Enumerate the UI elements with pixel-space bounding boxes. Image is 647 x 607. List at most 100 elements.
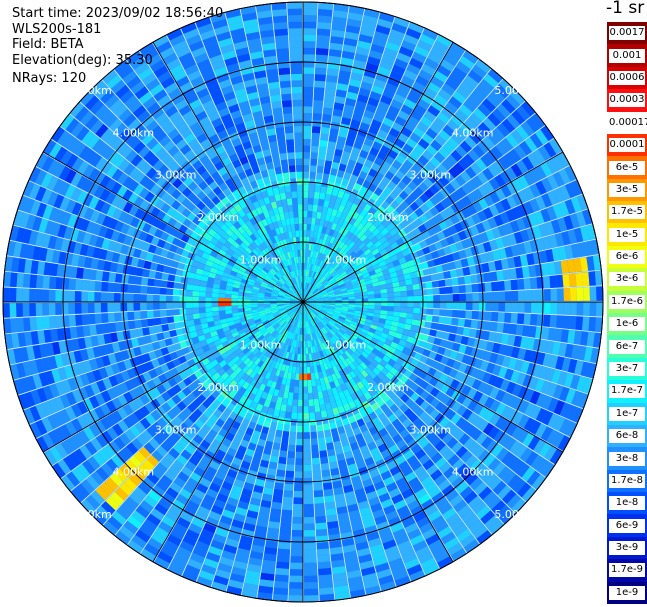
range-gate bbox=[322, 334, 328, 342]
range-gate bbox=[355, 541, 369, 551]
range-gate bbox=[323, 317, 330, 323]
range-gate bbox=[314, 185, 321, 193]
range-gate bbox=[380, 332, 389, 339]
range-gate bbox=[400, 296, 408, 302]
range-gate bbox=[347, 288, 354, 293]
range-gate bbox=[325, 153, 334, 162]
range-gate bbox=[500, 379, 510, 392]
range-gate bbox=[433, 40, 449, 53]
range-gate bbox=[369, 351, 377, 360]
range-gate bbox=[439, 309, 447, 317]
range-gate bbox=[344, 214, 352, 223]
range-gate bbox=[368, 327, 377, 334]
range-gate bbox=[447, 454, 460, 467]
range-gate bbox=[320, 291, 328, 295]
range-gate bbox=[347, 180, 356, 189]
range-gate bbox=[517, 386, 529, 400]
range-gate bbox=[271, 448, 280, 457]
range-gate bbox=[287, 451, 296, 459]
range-gate bbox=[366, 462, 378, 473]
range-gate bbox=[385, 438, 396, 449]
range-gate bbox=[518, 302, 525, 313]
range-gate bbox=[245, 570, 261, 579]
range-gate bbox=[94, 292, 102, 302]
range-gate bbox=[332, 230, 339, 238]
range-gate bbox=[493, 429, 506, 443]
range-gate bbox=[370, 337, 379, 345]
range-gate bbox=[426, 81, 441, 94]
range-gate bbox=[322, 318, 329, 324]
range-gate bbox=[314, 251, 319, 259]
range-gate bbox=[426, 288, 434, 295]
range-gate bbox=[366, 490, 378, 501]
range-gate bbox=[74, 302, 82, 314]
range-gate bbox=[313, 87, 325, 95]
range-gate bbox=[309, 178, 316, 186]
range-gate bbox=[306, 263, 309, 270]
range-gate bbox=[405, 170, 416, 181]
range-gate bbox=[313, 280, 319, 287]
range-gate bbox=[115, 321, 123, 332]
range-gate bbox=[431, 344, 440, 353]
range-gate bbox=[314, 352, 319, 360]
range-gate bbox=[491, 311, 499, 322]
range-gate bbox=[346, 18, 362, 28]
range-gate bbox=[333, 393, 341, 402]
range-gate bbox=[596, 286, 603, 301]
range-gate bbox=[412, 313, 420, 320]
range-gate bbox=[385, 319, 393, 326]
range-gate bbox=[330, 121, 341, 130]
range-gate bbox=[315, 316, 321, 323]
range-gate bbox=[504, 368, 514, 381]
range-gate bbox=[380, 293, 388, 298]
range-gate bbox=[295, 458, 303, 465]
range-gate bbox=[303, 302, 310, 304]
range-gate bbox=[558, 246, 567, 261]
range-gate bbox=[340, 312, 348, 316]
range-gate bbox=[282, 430, 290, 439]
range-gate bbox=[464, 275, 472, 285]
range-gate bbox=[385, 510, 399, 521]
range-gate bbox=[456, 199, 467, 210]
range-gate bbox=[394, 138, 406, 149]
range-gate bbox=[74, 291, 82, 302]
range-gate bbox=[466, 204, 477, 216]
range-gate bbox=[347, 503, 359, 513]
range-gate bbox=[327, 322, 334, 329]
range-gate bbox=[402, 329, 411, 336]
range-gate bbox=[337, 512, 350, 521]
range-gate bbox=[315, 304, 323, 307]
range-gate bbox=[243, 582, 259, 592]
range-gate bbox=[373, 78, 387, 89]
range-gate bbox=[431, 315, 440, 323]
range-gate bbox=[370, 236, 379, 245]
range-gate bbox=[413, 295, 421, 302]
range-gate bbox=[48, 289, 56, 302]
range-gate bbox=[453, 523, 468, 537]
range-gate bbox=[424, 188, 435, 199]
range-gate bbox=[287, 444, 296, 452]
range-gate bbox=[308, 405, 315, 413]
range-gate bbox=[309, 256, 313, 264]
range-gate bbox=[321, 370, 328, 378]
range-gate bbox=[422, 149, 434, 161]
range-gate bbox=[463, 539, 480, 553]
range-gate bbox=[389, 367, 398, 376]
range-gate bbox=[370, 259, 379, 267]
range-gate bbox=[590, 347, 600, 364]
range-gate bbox=[377, 322, 385, 328]
range-gate bbox=[339, 260, 347, 267]
range-gate bbox=[308, 296, 315, 300]
range-gate bbox=[394, 576, 411, 587]
range-gate bbox=[460, 258, 469, 268]
range-gate bbox=[495, 402, 507, 416]
range-gate bbox=[309, 303, 316, 306]
range-gate bbox=[349, 469, 360, 479]
range-gate bbox=[477, 103, 492, 117]
range-gate bbox=[192, 296, 199, 302]
range-gate bbox=[308, 184, 315, 192]
range-gate bbox=[372, 141, 383, 151]
range-gate bbox=[583, 241, 593, 256]
range-gate bbox=[448, 72, 464, 85]
range-gate bbox=[460, 420, 472, 433]
